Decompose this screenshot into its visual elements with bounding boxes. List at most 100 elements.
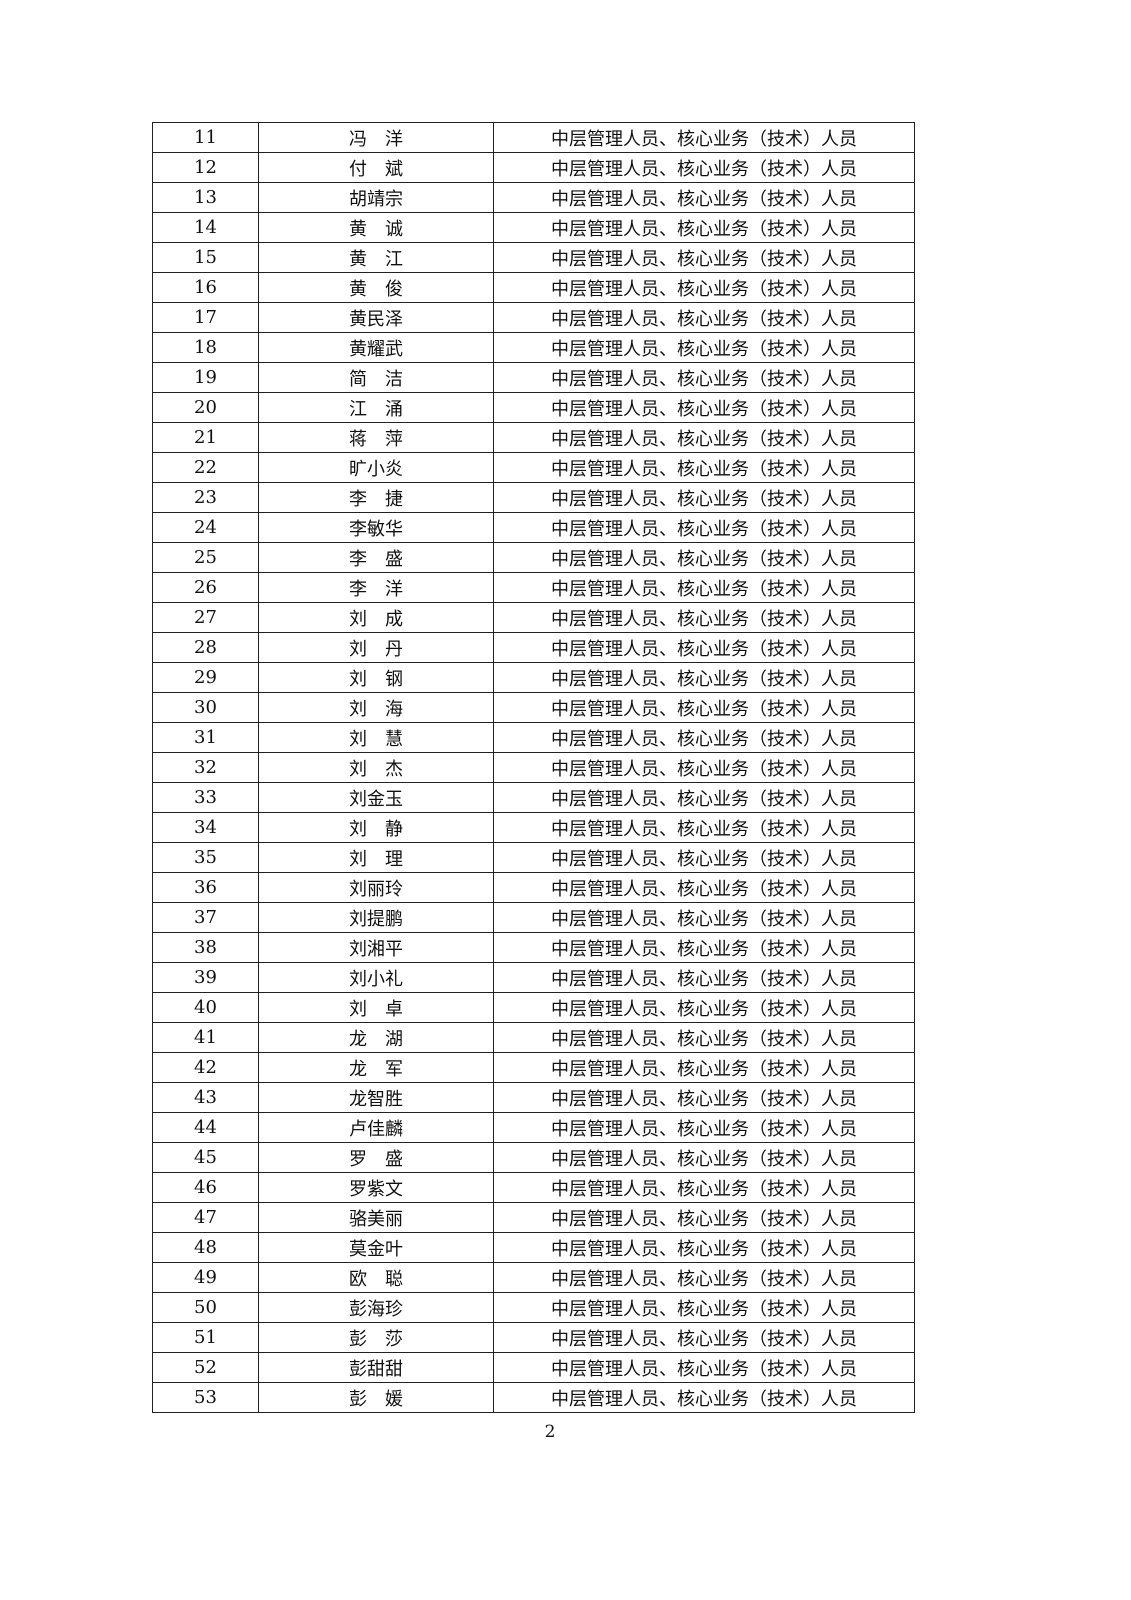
role: 中层管理人员、核心业务（技术）人员 [493,1172,915,1203]
row-number: 36 [152,872,259,903]
row-number: 31 [152,722,259,753]
person-name: 黄耀武 [258,332,494,363]
row-number: 48 [152,1232,259,1263]
role: 中层管理人员、核心业务（技术）人员 [493,1322,915,1353]
role: 中层管理人员、核心业务（技术）人员 [493,212,915,243]
role: 中层管理人员、核心业务（技术）人员 [493,332,915,363]
role: 中层管理人员、核心业务（技术）人员 [493,152,915,183]
role: 中层管理人员、核心业务（技术）人员 [493,1082,915,1113]
role: 中层管理人员、核心业务（技术）人员 [493,302,915,333]
row-number: 51 [152,1322,259,1353]
role: 中层管理人员、核心业务（技术）人员 [493,842,915,873]
table-row: 51 彭 莎中层管理人员、核心业务（技术）人员 [152,1322,915,1353]
role: 中层管理人员、核心业务（技术）人员 [493,602,915,633]
person-name: 李 捷 [258,482,494,513]
person-name: 付 斌 [258,152,494,183]
person-name: 冯 洋 [258,122,494,153]
table-row: 13 胡靖宗 中层管理人员、核心业务（技术）人员 [152,182,915,213]
person-name: 刘 杰 [258,752,494,783]
person-name: 简 洁 [258,362,494,393]
page-number: 2 [544,1422,556,1442]
role: 中层管理人员、核心业务（技术）人员 [493,572,915,603]
row-number: 33 [152,782,259,813]
table-row: 41 龙 湖中层管理人员、核心业务（技术）人员 [152,1022,915,1053]
role: 中层管理人员、核心业务（技术）人员 [493,452,915,483]
role: 中层管理人员、核心业务（技术）人员 [493,1202,915,1233]
table-row: 49 欧 聪中层管理人员、核心业务（技术）人员 [152,1262,915,1293]
table-row: 11 冯 洋中层管理人员、核心业务（技术）人员 [152,122,915,153]
table-row: 46 罗紫文 中层管理人员、核心业务（技术）人员 [152,1172,915,1203]
person-name: 李 盛 [258,542,494,573]
row-number: 15 [152,242,259,273]
row-number: 38 [152,932,259,963]
table-row: 30 刘 海中层管理人员、核心业务（技术）人员 [152,692,915,723]
row-number: 13 [152,182,259,213]
role: 中层管理人员、核心业务（技术）人员 [493,272,915,303]
row-number: 16 [152,272,259,303]
person-name: 李 洋 [258,572,494,603]
row-number: 30 [152,692,259,723]
row-number: 37 [152,902,259,933]
role: 中层管理人员、核心业务（技术）人员 [493,1142,915,1173]
role: 中层管理人员、核心业务（技术）人员 [493,512,915,543]
row-number: 46 [152,1172,259,1203]
row-number: 14 [152,212,259,243]
table-row: 19 简 洁中层管理人员、核心业务（技术）人员 [152,362,915,393]
table-row: 32 刘 杰中层管理人员、核心业务（技术）人员 [152,752,915,783]
table-row: 33 刘金玉 中层管理人员、核心业务（技术）人员 [152,782,915,813]
role: 中层管理人员、核心业务（技术）人员 [493,1352,915,1383]
person-name: 欧 聪 [258,1262,494,1293]
person-name: 刘小礼 [258,962,494,993]
row-number: 34 [152,812,259,843]
table-row: 26 李 洋中层管理人员、核心业务（技术）人员 [152,572,915,603]
table-row: 48 莫金叶 中层管理人员、核心业务（技术）人员 [152,1232,915,1263]
row-number: 43 [152,1082,259,1113]
person-name: 胡靖宗 [258,182,494,213]
table-row: 34 刘 静中层管理人员、核心业务（技术）人员 [152,812,915,843]
table-row: 31 刘 慧中层管理人员、核心业务（技术）人员 [152,722,915,753]
role: 中层管理人员、核心业务（技术）人员 [493,1022,915,1053]
person-name: 江 涌 [258,392,494,423]
table-row: 21 蒋 萍中层管理人员、核心业务（技术）人员 [152,422,915,453]
table-row: 43 龙智胜 中层管理人员、核心业务（技术）人员 [152,1082,915,1113]
role: 中层管理人员、核心业务（技术）人员 [493,872,915,903]
row-number: 20 [152,392,259,423]
table-row: 15 黄 江中层管理人员、核心业务（技术）人员 [152,242,915,273]
person-name: 龙智胜 [258,1082,494,1113]
role: 中层管理人员、核心业务（技术）人员 [493,962,915,993]
role: 中层管理人员、核心业务（技术）人员 [493,752,915,783]
person-name: 旷小炎 [258,452,494,483]
person-name: 刘 理 [258,842,494,873]
row-number: 17 [152,302,259,333]
person-name: 黄 诚 [258,212,494,243]
role: 中层管理人员、核心业务（技术）人员 [493,662,915,693]
table-row: 24 李敏华 中层管理人员、核心业务（技术）人员 [152,512,915,543]
row-number: 41 [152,1022,259,1053]
person-name: 蒋 萍 [258,422,494,453]
role: 中层管理人员、核心业务（技术）人员 [493,1292,915,1323]
role: 中层管理人员、核心业务（技术）人员 [493,692,915,723]
row-number: 26 [152,572,259,603]
row-number: 53 [152,1382,259,1413]
table-body: 11 冯 洋中层管理人员、核心业务（技术）人员 12 付 斌中层管理人员、核心业务（技… [152,122,915,1413]
role: 中层管理人员、核心业务（技术）人员 [493,122,915,153]
role: 中层管理人员、核心业务（技术）人员 [493,932,915,963]
table-row: 38 刘湘平 中层管理人员、核心业务（技术）人员 [152,932,915,963]
table-row: 44 卢佳麟 中层管理人员、核心业务（技术）人员 [152,1112,915,1143]
person-name: 罗紫文 [258,1172,494,1203]
table-row: 52 彭甜甜 中层管理人员、核心业务（技术）人员 [152,1352,915,1383]
row-number: 18 [152,332,259,363]
table-row: 42 龙 军中层管理人员、核心业务（技术）人员 [152,1052,915,1083]
table-row: 18 黄耀武 中层管理人员、核心业务（技术）人员 [152,332,915,363]
row-number: 25 [152,542,259,573]
role: 中层管理人员、核心业务（技术）人员 [493,242,915,273]
person-name: 刘 海 [258,692,494,723]
role: 中层管理人员、核心业务（技术）人员 [493,1112,915,1143]
person-name: 黄 俊 [258,272,494,303]
person-name: 刘 丹 [258,632,494,663]
row-number: 44 [152,1112,259,1143]
role: 中层管理人员、核心业务（技术）人员 [493,1262,915,1293]
person-name: 黄民泽 [258,302,494,333]
person-name: 刘 慧 [258,722,494,753]
